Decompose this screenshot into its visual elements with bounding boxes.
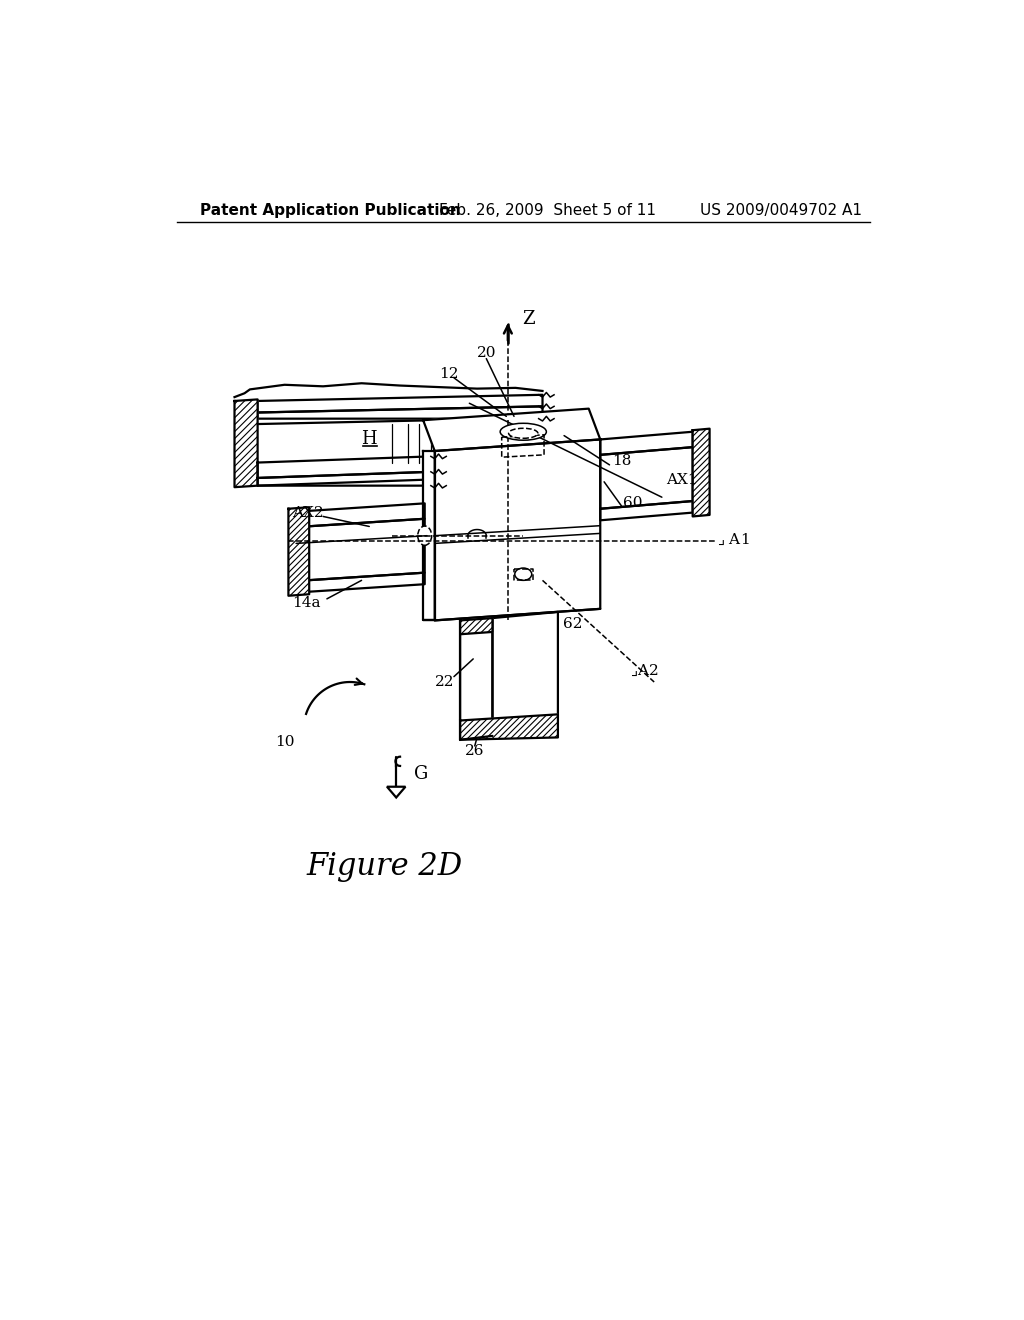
Polygon shape [435,440,600,620]
Text: Figure 2D: Figure 2D [306,851,463,882]
Polygon shape [493,612,558,737]
Polygon shape [289,507,309,595]
Polygon shape [306,519,425,581]
Ellipse shape [418,527,432,545]
Text: 22: 22 [435,675,455,689]
Polygon shape [306,573,425,591]
Polygon shape [692,429,710,516]
Polygon shape [387,787,406,797]
Polygon shape [258,471,431,486]
Text: Patent Application Publication: Patent Application Publication [200,203,461,218]
Text: 18: 18 [611,454,631,469]
Text: US 2009/0049702 A1: US 2009/0049702 A1 [700,203,862,218]
Text: AX2: AX2 [292,506,324,520]
Text: Feb. 26, 2009  Sheet 5 of 11: Feb. 26, 2009 Sheet 5 of 11 [438,203,655,218]
Ellipse shape [515,568,531,581]
Text: 10: 10 [275,735,295,748]
Polygon shape [460,714,558,739]
Text: AX1: AX1 [666,474,697,487]
Polygon shape [306,503,425,527]
Text: 60: 60 [624,496,643,511]
Text: 26: 26 [465,744,484,758]
Polygon shape [600,432,692,455]
Polygon shape [289,507,309,595]
Text: 20: 20 [476,346,496,360]
Text: 14a: 14a [292,597,321,610]
Polygon shape [258,395,543,412]
Ellipse shape [500,424,547,441]
Polygon shape [460,618,493,635]
Text: 12: 12 [439,367,459,381]
Polygon shape [692,429,710,516]
Polygon shape [258,407,543,418]
Polygon shape [423,451,435,620]
Polygon shape [460,714,558,739]
Text: Z: Z [521,310,535,327]
Text: 62: 62 [563,618,583,631]
Text: G: G [414,766,428,783]
Polygon shape [460,618,493,737]
Polygon shape [423,409,600,451]
Polygon shape [234,400,258,487]
Text: $\lrcorner$ A1: $\lrcorner$ A1 [717,532,750,546]
Polygon shape [258,457,431,478]
Text: H: H [361,430,377,449]
Ellipse shape [509,428,538,438]
Text: $\lrcorner$A2: $\lrcorner$A2 [630,663,658,678]
Polygon shape [600,447,692,508]
Polygon shape [600,502,692,520]
Polygon shape [460,618,493,635]
Polygon shape [234,400,258,487]
